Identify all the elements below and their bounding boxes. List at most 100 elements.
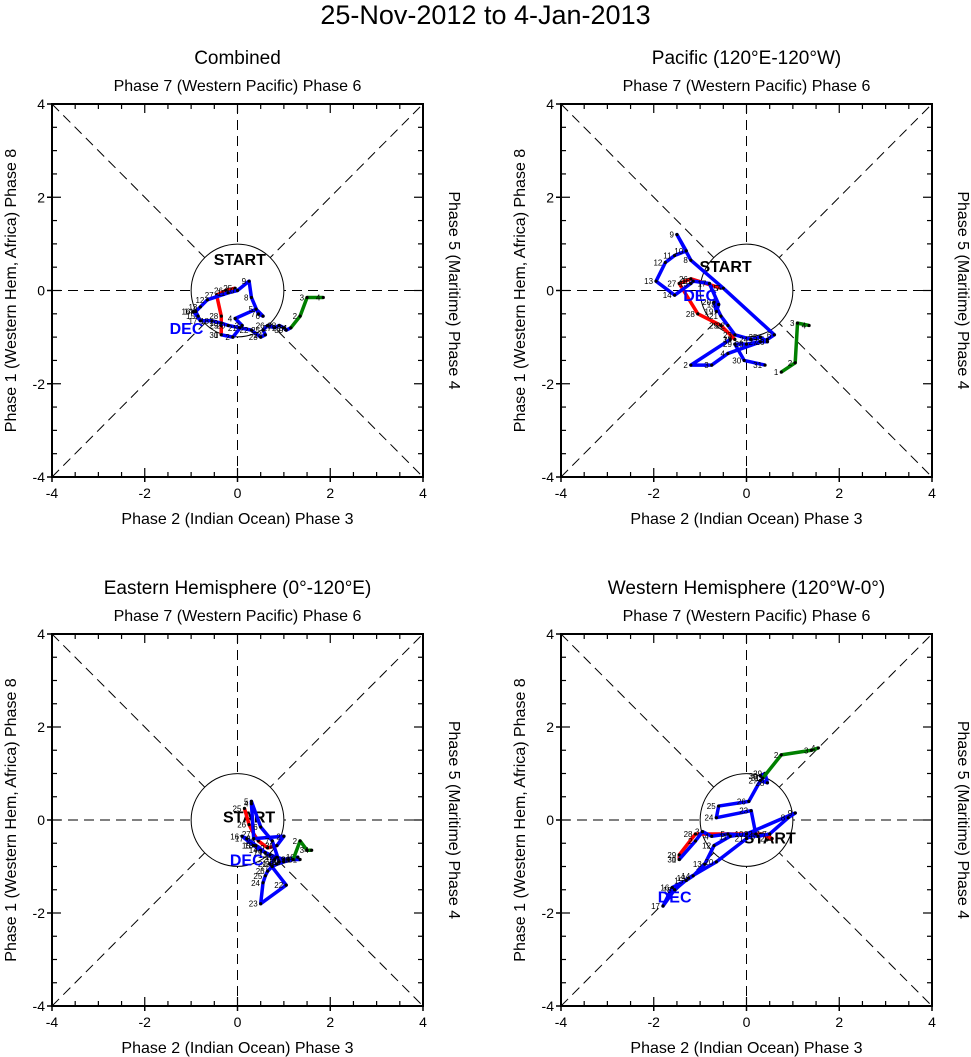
- day-label: 4: [228, 314, 233, 323]
- day-label: 25: [749, 333, 758, 342]
- x-tick-label: 0: [743, 485, 751, 501]
- day-label: 2: [688, 837, 693, 846]
- day-label: 8: [244, 293, 249, 302]
- day-label: 8: [781, 814, 786, 823]
- day-label: 1: [755, 774, 760, 783]
- day-label: 25: [253, 872, 262, 881]
- data-point: [779, 753, 783, 757]
- day-label: 1: [269, 842, 274, 851]
- day-label: 25: [707, 802, 716, 811]
- data-point: [298, 857, 302, 862]
- data-point: [675, 232, 679, 237]
- day-label: 3: [300, 293, 305, 302]
- day-label: 16: [681, 277, 690, 286]
- day-label: 27: [205, 291, 214, 300]
- data-point: [219, 314, 223, 318]
- day-label: 25: [223, 284, 232, 293]
- data-point: [256, 839, 260, 843]
- day-label: 4: [316, 293, 321, 302]
- data-point: [673, 293, 677, 297]
- day-label: 30: [274, 326, 283, 335]
- phase-panel-2: Pacific (120°E-120°W) Phase 7 (Western Pa…: [512, 48, 971, 528]
- phase-panel-4: Western Hemisphere (120°W-0°) Phase 7 (We…: [512, 578, 971, 1057]
- day-label: 30: [281, 856, 290, 865]
- day-label: 10: [735, 830, 744, 839]
- data-point: [233, 316, 237, 321]
- data-point: [728, 337, 732, 342]
- day-label: 1: [283, 324, 288, 333]
- data-point: [226, 291, 230, 295]
- day-label: 3: [804, 746, 809, 755]
- data-point: [691, 874, 695, 878]
- day-label: 5: [720, 830, 725, 839]
- data-point: [194, 309, 198, 314]
- data-point: [259, 335, 263, 339]
- data-point: [284, 328, 288, 332]
- data-point: [196, 314, 200, 318]
- start-label: START: [223, 810, 275, 827]
- y-tick-label: -2: [542, 376, 555, 392]
- data-point: [298, 839, 302, 843]
- data-point: [807, 323, 811, 328]
- data-point: [291, 857, 295, 862]
- day-label: 28: [267, 321, 276, 330]
- data-point: [231, 335, 235, 339]
- day-label: 13: [188, 303, 197, 312]
- data-point: [693, 839, 698, 843]
- day-label: 24: [253, 331, 262, 340]
- day-label: 26: [214, 287, 223, 296]
- day-label: 14: [681, 872, 690, 881]
- data-point: [249, 799, 254, 804]
- day-label: 4: [704, 832, 709, 841]
- data-point: [275, 855, 279, 859]
- data-point: [263, 850, 267, 855]
- data-point: [224, 288, 228, 293]
- y-tick-label: -4: [542, 998, 555, 1014]
- data-point: [282, 857, 286, 862]
- day-label: 1: [286, 856, 291, 865]
- data-point: [270, 839, 274, 843]
- data-point: [282, 326, 286, 330]
- data-point: [686, 876, 691, 880]
- day-label: 26: [256, 867, 265, 876]
- panel-title: Combined: [194, 48, 281, 69]
- day-label: 28: [209, 312, 218, 321]
- data-point: [673, 888, 677, 892]
- day-label: 12: [653, 259, 662, 268]
- day-label: 25: [709, 284, 718, 293]
- data-point: [661, 904, 665, 908]
- data-point: [677, 281, 681, 286]
- day-label: 27: [260, 863, 269, 872]
- data-point: [247, 279, 251, 283]
- day-label: 2: [225, 333, 230, 342]
- day-label: 10: [286, 853, 295, 862]
- data-point: [238, 326, 242, 330]
- day-label: 3: [704, 361, 709, 370]
- day-label: 6: [751, 832, 756, 841]
- left-axis-label: Phase 1 (Western Hem, Africa) Phase 8: [512, 678, 529, 961]
- day-label: 29: [272, 324, 281, 333]
- data-point: [696, 312, 700, 316]
- data-point: [252, 837, 256, 841]
- top-axis-label: Phase 7 (Western Pacific) Phase 6: [114, 78, 362, 95]
- data-point: [744, 342, 749, 346]
- day-label: 31: [279, 324, 288, 333]
- y-tick-label: 0: [37, 283, 45, 299]
- day-label: 28: [686, 310, 695, 319]
- bottom-axis-label: Phase 2 (Indian Ocean) Phase 3: [121, 1040, 353, 1057]
- data-point: [700, 830, 705, 834]
- x-tick-label: 4: [419, 1014, 427, 1030]
- data-point: [689, 281, 693, 286]
- day-label: 13: [258, 851, 267, 860]
- day-label: 3: [790, 319, 795, 328]
- data-point: [712, 300, 716, 304]
- data-point: [768, 832, 772, 836]
- day-label: 14: [184, 307, 193, 316]
- data-point: [717, 804, 721, 808]
- y-tick-label: 2: [546, 189, 554, 205]
- day-label: 19: [677, 874, 686, 883]
- day-label: 23: [723, 331, 732, 340]
- data-point: [245, 837, 249, 841]
- data-point: [247, 823, 251, 827]
- bottom-axis-label: Phase 2 (Indian Ocean) Phase 3: [630, 1040, 862, 1057]
